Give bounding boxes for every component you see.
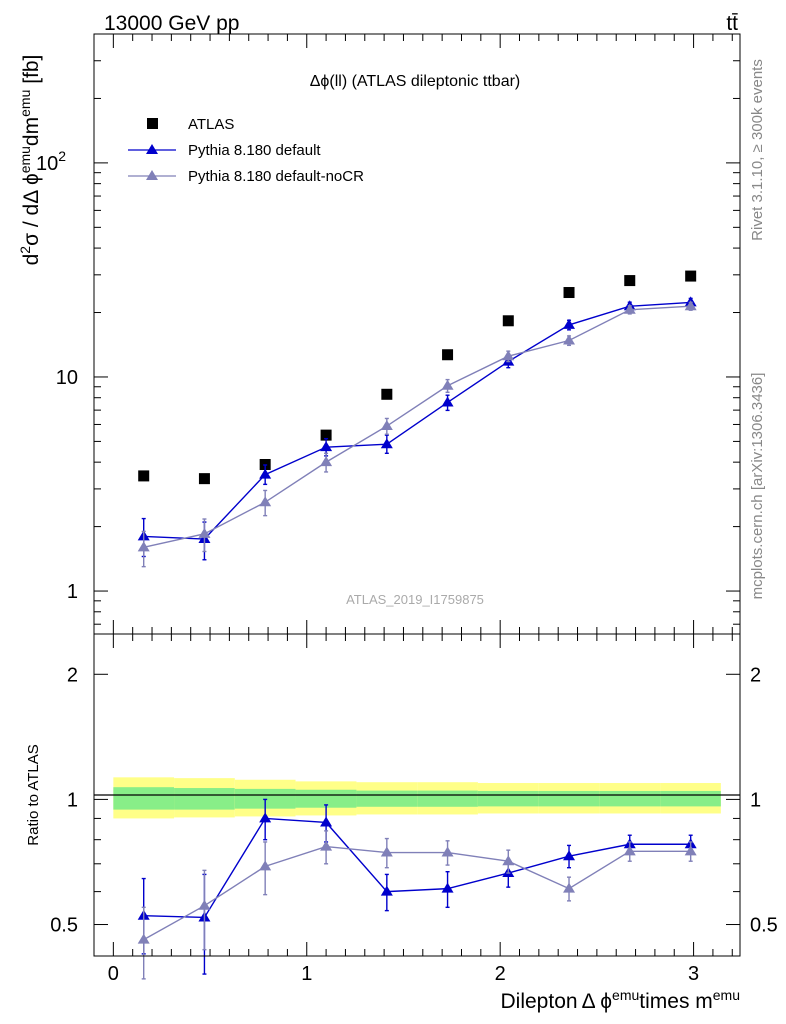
point-default bbox=[441, 396, 454, 407]
ratio-point-default bbox=[563, 850, 576, 861]
point-data bbox=[563, 287, 575, 299]
main-y-tick-label: 10 bbox=[56, 367, 78, 389]
ratio-point-nocr bbox=[502, 855, 515, 866]
point-data bbox=[685, 270, 697, 282]
ratio-y-tick-label-left: 1 bbox=[67, 789, 78, 811]
ratio-y-tick-label-right: 0.5 bbox=[750, 915, 778, 937]
chart-title: Δϕ(ll) (ATLAS dileptonic ttbar) bbox=[310, 73, 521, 90]
band-inner-bin bbox=[538, 790, 600, 807]
point-default bbox=[563, 318, 576, 329]
ratio-y-axis-label: Ratio to ATLAS bbox=[25, 744, 42, 845]
point-default bbox=[380, 438, 393, 449]
ratio-line-nocr bbox=[143, 845, 691, 941]
point-data bbox=[442, 349, 454, 361]
point-default bbox=[259, 468, 272, 479]
ratio-point-nocr bbox=[623, 845, 636, 856]
legend-label-atlas: ATLAS bbox=[188, 116, 234, 133]
legend-marker-nocr bbox=[146, 170, 158, 180]
band-inner-bin bbox=[417, 790, 478, 807]
ratio-uncertainty-band bbox=[113, 777, 721, 819]
main-y-tick-label: 102 bbox=[36, 148, 66, 175]
point-data bbox=[138, 470, 150, 482]
rivet-version-label: Rivet 3.1.10, ≥ 300k events bbox=[749, 59, 766, 241]
line-default bbox=[143, 301, 691, 540]
point-data bbox=[198, 473, 210, 485]
band-inner-bin bbox=[174, 788, 235, 810]
ratio-panel: 0.5 0.5 1 1 2 2 0 1 2 3 Ratio to ATLAS Dilepton Δ … bbox=[25, 633, 778, 1013]
ratio-point-nocr bbox=[441, 846, 454, 857]
point-nocr bbox=[380, 420, 393, 431]
main-panel: Δϕ(ll) (ATLAS dileptonic ttbar) ATLAS_20… bbox=[17, 33, 741, 635]
x-tick-label: 1 bbox=[301, 963, 312, 985]
header-process-label: tt̄ bbox=[726, 12, 738, 35]
header-energy-label: 13000 GeV pp bbox=[104, 12, 239, 35]
legend-label-nocr: Pythia 8.180 default-noCR bbox=[188, 168, 364, 185]
ratio-axis-ticks bbox=[94, 634, 740, 956]
point-data bbox=[624, 275, 636, 287]
analysis-watermark: ATLAS_2019_I1759875 bbox=[346, 592, 484, 607]
x-axis-label: Dilepton Δ ϕemutimes memu bbox=[501, 987, 741, 1013]
x-tick-label: 2 bbox=[495, 963, 506, 985]
ratio-point-default bbox=[441, 882, 454, 893]
ratio-point-nocr bbox=[198, 899, 211, 910]
point-data bbox=[320, 429, 332, 441]
line-nocr bbox=[143, 305, 691, 549]
main-y-tick-label: 1 bbox=[67, 581, 78, 603]
ratio-series bbox=[137, 798, 697, 980]
band-inner-bin bbox=[477, 790, 539, 807]
point-nocr bbox=[563, 334, 576, 345]
mcplots-label: mcplots.cern.ch [arXiv:1306.3436] bbox=[749, 373, 766, 600]
point-nocr bbox=[684, 300, 697, 311]
point-nocr bbox=[137, 541, 150, 552]
band-inner-bin bbox=[356, 790, 418, 807]
main-axis-ticks bbox=[94, 33, 740, 634]
band-inner-bin bbox=[599, 790, 661, 807]
legend-label-default: Pythia 8.180 default bbox=[188, 142, 321, 159]
band-inner-bin bbox=[295, 789, 357, 808]
main-series bbox=[137, 270, 697, 568]
ratio-point-nocr bbox=[137, 933, 150, 944]
point-nocr bbox=[259, 496, 272, 507]
point-data bbox=[381, 388, 393, 400]
legend-marker-default bbox=[146, 144, 158, 154]
ratio-point-nocr bbox=[380, 846, 393, 857]
ratio-point-nocr bbox=[563, 882, 576, 893]
point-nocr bbox=[623, 303, 636, 314]
x-tick-label: 0 bbox=[108, 963, 119, 985]
band-inner-bin bbox=[660, 790, 721, 807]
point-nocr bbox=[320, 456, 333, 467]
legend: ATLAS Pythia 8.180 default Pythia 8.180 … bbox=[128, 116, 364, 185]
point-nocr bbox=[502, 350, 515, 361]
ratio-point-nocr bbox=[259, 860, 272, 871]
band-inner-bin bbox=[113, 787, 175, 810]
ratio-point-default bbox=[380, 885, 393, 896]
legend-marker-atlas bbox=[147, 118, 158, 129]
point-data bbox=[502, 315, 514, 327]
point-nocr bbox=[198, 527, 211, 538]
x-tick-label: 3 bbox=[688, 963, 699, 985]
ratio-tick-labels: 0.5 0.5 1 1 2 2 0 1 2 3 bbox=[50, 664, 778, 985]
ratio-y-tick-label-right: 2 bbox=[750, 664, 761, 686]
ratio-frame bbox=[93, 633, 741, 957]
point-nocr bbox=[441, 379, 454, 390]
ratio-point-nocr bbox=[320, 840, 333, 851]
ratio-point-default bbox=[259, 812, 272, 823]
main-y-tick-labels: 1 10 102 bbox=[36, 148, 78, 603]
point-default bbox=[320, 441, 333, 452]
ratio-line-default bbox=[143, 817, 691, 919]
main-y-axis-label: d2σ / dΔ ϕemudmemu [fb] bbox=[17, 55, 43, 266]
ratio-y-tick-label-left: 0.5 bbox=[50, 915, 78, 937]
ratio-y-tick-label-right: 1 bbox=[750, 789, 761, 811]
ratio-point-default bbox=[320, 816, 333, 827]
ratio-point-nocr bbox=[684, 845, 697, 856]
ratio-y-tick-label-left: 2 bbox=[67, 664, 78, 686]
